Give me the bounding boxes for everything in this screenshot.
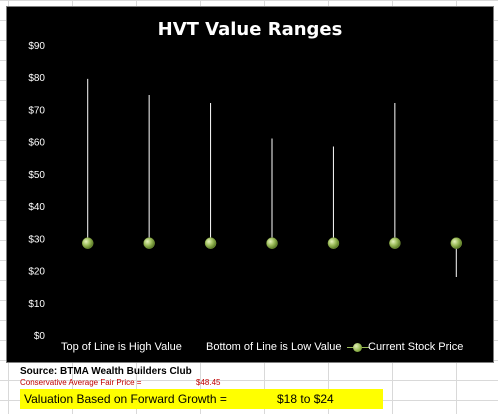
price-marker[interactable] [81, 237, 94, 249]
chart-area[interactable]: HVT Value Ranges $0 $10 $20 $30 $40 $50 $60 $70… [6, 6, 494, 363]
price-marker[interactable] [266, 237, 278, 249]
y-tick-label: $60 [28, 138, 45, 149]
legend-price-label: Current Stock Price [368, 341, 464, 353]
price-marker[interactable] [327, 237, 340, 249]
price-marker[interactable] [143, 237, 155, 249]
legend-low-label: Bottom of Line is Low Value [206, 341, 342, 353]
valuation-row: Valuation Based on Forward Growth = $18 … [20, 389, 383, 409]
plot-area: $0 $10 $20 $30 $40 $50 $60 $70 $80 $90 [28, 41, 463, 342]
y-tick-label: $50 [28, 170, 45, 181]
price-marker[interactable] [204, 237, 217, 249]
y-tick-label: $40 [28, 202, 45, 213]
legend-high-label: Top of Line is High Value [61, 341, 182, 353]
y-tick-label: $20 [28, 267, 45, 278]
y-tick-label: $30 [28, 234, 45, 245]
price-marker[interactable] [389, 237, 401, 249]
chart-title: HVT Value Ranges [157, 19, 343, 40]
y-tick-label: $90 [28, 41, 45, 52]
valuation-value[interactable]: $18 to $24 [277, 392, 334, 406]
legend-marker-icon [347, 343, 369, 353]
y-tick-label: $0 [34, 331, 46, 342]
valuation-label[interactable]: Valuation Based on Forward Growth = [24, 392, 227, 406]
fair-price-label[interactable]: Conservative Average Fair Price = [20, 378, 142, 387]
source-cell[interactable]: Source: BTMA Wealth Builders Club [20, 366, 192, 377]
legend: Top of Line is High Value Bottom of Line… [7, 341, 493, 359]
y-tick-label: $10 [28, 299, 45, 310]
fair-price-value[interactable]: $48.45 [196, 378, 221, 387]
fair-price-row: Conservative Average Fair Price = $48.45 [20, 378, 264, 388]
y-tick-label: $80 [28, 73, 45, 84]
y-tick-label: $70 [28, 105, 45, 116]
price-marker[interactable] [450, 237, 463, 249]
